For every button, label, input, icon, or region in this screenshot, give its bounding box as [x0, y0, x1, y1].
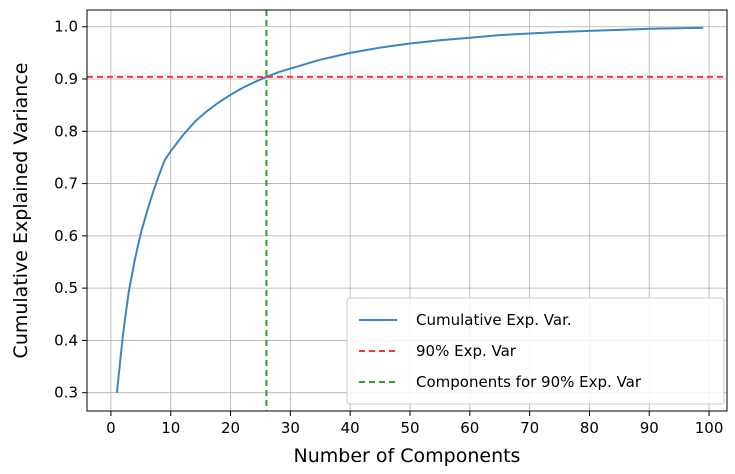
- x-tick-label: 100: [695, 419, 724, 437]
- x-tick-label: 20: [221, 419, 240, 437]
- legend: Cumulative Exp. Var. 90% Exp. Var Compon…: [347, 298, 724, 404]
- y-tick-label: 0.3: [54, 384, 78, 402]
- legend-entry-cumulative: Cumulative Exp. Var.: [416, 311, 572, 329]
- y-tick-label: 0.5: [54, 279, 78, 297]
- x-tick-label: 60: [460, 419, 479, 437]
- y-tick-label: 0.9: [54, 70, 78, 88]
- y-tick-label: 0.6: [54, 227, 78, 245]
- y-tick-label: 1.0: [54, 18, 78, 36]
- x-tick-label: 70: [520, 419, 539, 437]
- legend-entry-90-threshold: 90% Exp. Var: [416, 342, 517, 360]
- y-tick-label: 0.7: [54, 175, 78, 193]
- y-axis-title: Cumulative Explained Variance: [10, 63, 32, 359]
- x-tick-label: 50: [400, 419, 419, 437]
- x-axis-title: Number of Components: [294, 445, 521, 467]
- x-tick-label: 0: [106, 419, 116, 437]
- x-tick-label: 10: [161, 419, 180, 437]
- y-tick-label: 0.8: [54, 122, 78, 140]
- x-tick-label: 80: [580, 419, 599, 437]
- x-tick-label: 40: [341, 419, 360, 437]
- y-tick-label: 0.4: [54, 331, 78, 349]
- x-tick-label: 90: [640, 419, 659, 437]
- x-tick-label: 30: [281, 419, 300, 437]
- legend-entry-components: Components for 90% Exp. Var: [416, 373, 642, 391]
